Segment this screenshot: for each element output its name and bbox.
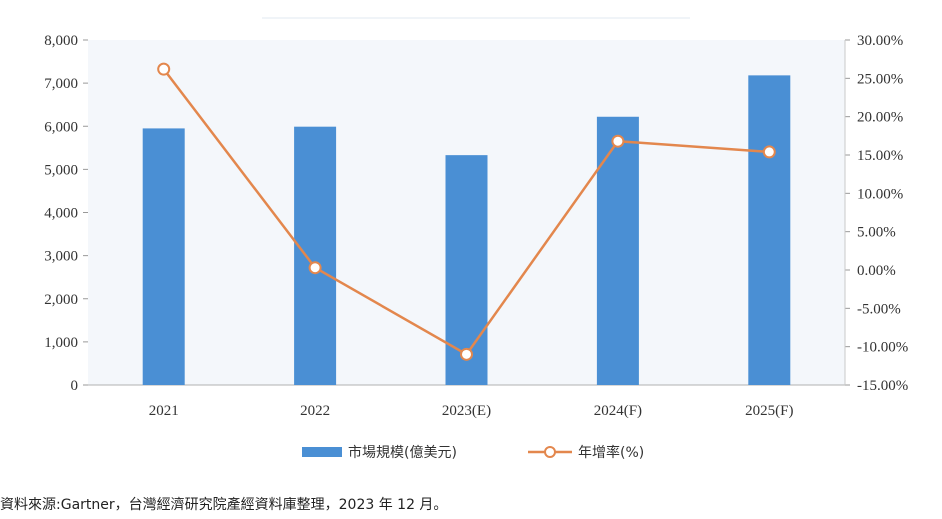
y-right-tick-label: 10.00% xyxy=(857,186,903,202)
y-left-tick-label: 6,000 xyxy=(44,119,78,135)
legend-line-label: 年增率(%) xyxy=(578,444,644,461)
x-tick-label: 2024(F) xyxy=(594,403,642,419)
y-right-tick-label: 15.00% xyxy=(857,148,903,164)
y-right-tick-label: 25.00% xyxy=(857,71,903,87)
legend-line-marker xyxy=(544,446,556,458)
x-tick-label: 2023(E) xyxy=(442,403,491,419)
x-tick-label: 2025(F) xyxy=(745,403,793,419)
bar xyxy=(142,128,185,385)
bar xyxy=(294,126,337,386)
x-tick-label: 2022 xyxy=(300,403,330,419)
y-left-tick-label: 7,000 xyxy=(44,76,78,92)
y-right-tick-label: -5.00% xyxy=(857,301,901,317)
legend-bar-swatch xyxy=(302,447,342,457)
y-left-tick-label: 3,000 xyxy=(44,249,78,265)
y-left-tick-label: 1,000 xyxy=(44,335,78,351)
y-left-tick-label: 2,000 xyxy=(44,292,78,308)
y-left-tick-label: 8,000 xyxy=(44,33,78,49)
legend-bar-label: 市場規模(億美元) xyxy=(348,444,457,461)
growth-point xyxy=(762,145,776,159)
source-note: 資料來源:Gartner，台灣經濟研究院產經資料庫整理，2023 年 12 月。 xyxy=(0,497,448,513)
y-right-tick-label: 30.00% xyxy=(857,33,903,49)
bar xyxy=(596,116,639,385)
y-right-tick-label: 20.00% xyxy=(857,110,903,126)
y-right-tick-label: 5.00% xyxy=(857,225,896,241)
growth-point xyxy=(611,134,625,148)
y-right-tick-label: -15.00% xyxy=(857,378,908,394)
y-left-tick-label: 5,000 xyxy=(44,162,78,178)
y-right-tick-label: 0.00% xyxy=(857,263,896,279)
y-right-tick-label: -10.00% xyxy=(857,340,908,356)
bar xyxy=(748,75,791,386)
growth-point xyxy=(157,62,171,76)
y-left-tick-label: 4,000 xyxy=(44,206,78,222)
y-left-tick-label: 0 xyxy=(71,378,79,394)
growth-point xyxy=(460,347,473,361)
growth-point xyxy=(308,261,322,275)
x-tick-label: 2021 xyxy=(149,403,179,419)
